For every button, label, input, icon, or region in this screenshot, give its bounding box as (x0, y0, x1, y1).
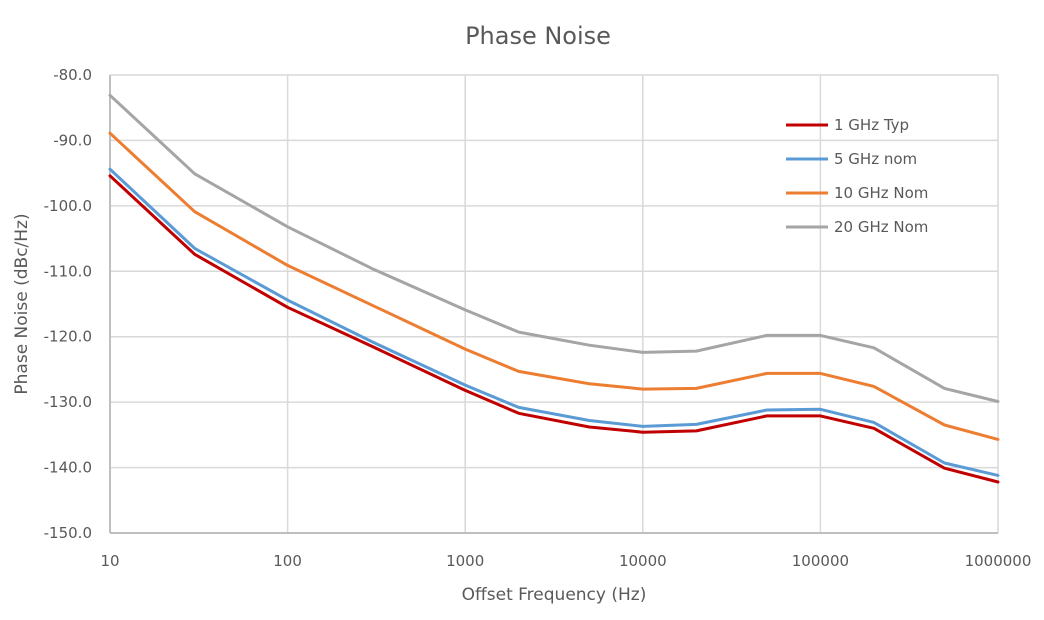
y-tick-label: -100.0 (44, 197, 92, 215)
y-tick-label: -150.0 (44, 524, 92, 542)
legend-label: 1 GHz Typ (834, 116, 909, 134)
x-tick-label: 1000000 (965, 552, 1032, 570)
series-lines (108, 93, 1000, 484)
x-tick-label: 100 (273, 552, 302, 570)
y-tick-label: -140.0 (44, 459, 92, 477)
x-tick-label: 1000 (446, 552, 484, 570)
legend: 1 GHz Typ 5 GHz nom 10 GHz Nom 20 GHz Nom (786, 116, 928, 236)
legend-label: 5 GHz nom (834, 150, 917, 168)
y-tick-label: -110.0 (44, 262, 92, 280)
x-tick-label: 100000 (792, 552, 849, 570)
legend-item: 1 GHz Typ (786, 116, 909, 134)
series-line-20-ghz-nom (108, 93, 1000, 403)
y-axis-title: Phase Noise (dBc/Hz) (12, 213, 32, 394)
legend-item: 5 GHz nom (786, 150, 917, 168)
y-tick-label: -130.0 (44, 393, 92, 411)
legend-item: 20 GHz Nom (786, 218, 928, 236)
x-tick-label: 10 (100, 552, 119, 570)
grid-lines (110, 74, 999, 533)
series-line-5-ghz-nom (108, 167, 1000, 477)
x-axis-title: Offset Frequency (Hz) (462, 585, 647, 605)
legend-item: 10 GHz Nom (786, 184, 928, 202)
chart-title: Phase Noise (465, 22, 611, 50)
y-tick-label: -120.0 (44, 328, 92, 346)
axes: -80.0 -90.0 -100.0 -110.0 -120.0 -130.0 -140.0… (44, 66, 1032, 570)
x-tick-label: 10000 (619, 552, 667, 570)
y-tick-label: -80.0 (53, 66, 92, 84)
y-tick-label: -90.0 (53, 131, 92, 149)
series-line-10-ghz-nom (108, 131, 1000, 441)
legend-label: 20 GHz Nom (834, 218, 928, 236)
legend-label: 10 GHz Nom (834, 184, 928, 202)
series-line-1-ghz-typ (108, 174, 1000, 484)
